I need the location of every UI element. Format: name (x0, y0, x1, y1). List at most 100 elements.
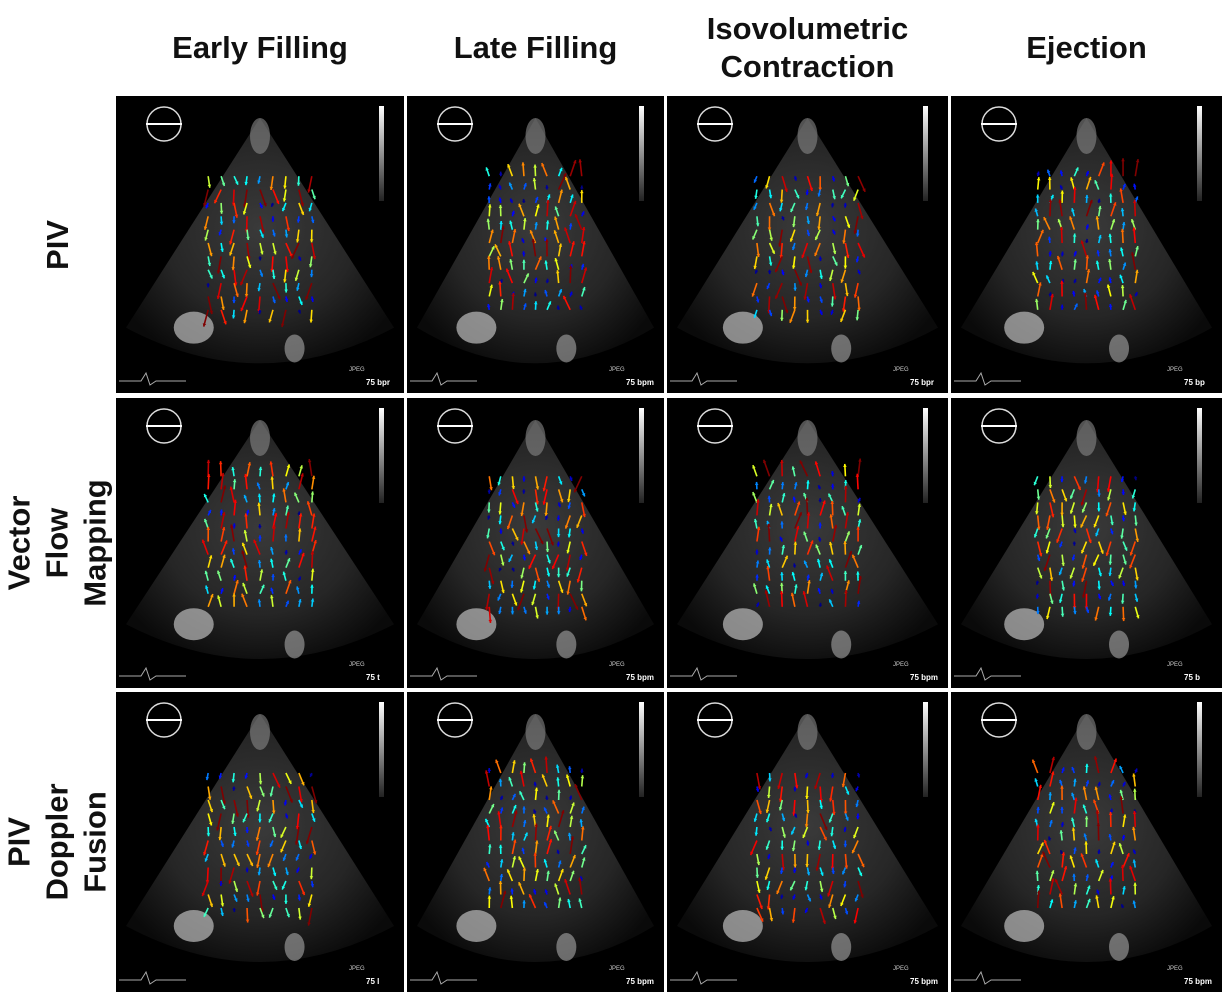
flow-arrow-head (833, 915, 837, 920)
flow-arrow-head (755, 560, 760, 564)
flow-arrow-head (755, 223, 760, 227)
flow-arrow-head (843, 204, 848, 208)
flow-arrow-head (808, 269, 813, 274)
flow-arrow-head (277, 295, 281, 300)
flow-arrow-head (522, 819, 527, 824)
column-header: Isovolumetric Contraction (706, 11, 909, 84)
flow-arrow-head (525, 273, 529, 277)
gray-scale-bar (379, 702, 384, 797)
flow-arrow-head (205, 204, 209, 209)
flow-arrow-head (257, 872, 262, 876)
flow-arrow-head (1101, 162, 1105, 166)
flow-arrow-head (275, 200, 280, 204)
flow-arrow-head (508, 182, 513, 186)
flow-arrow-head (1050, 870, 1055, 874)
flow-arrow-head (814, 785, 818, 789)
flow-arrow-head (510, 542, 515, 546)
flow-arrow-head (1123, 511, 1127, 515)
flow-arrow-head (1120, 904, 1125, 908)
flow-arrow-head (257, 493, 262, 497)
flow-arrow-head (1037, 526, 1041, 530)
flow-arrow-head (570, 194, 574, 198)
flow-arrow-head (1040, 842, 1044, 846)
flow-arrow-head (209, 903, 214, 907)
flow-arrow-head (1132, 773, 1136, 777)
flow-arrow-head (1060, 304, 1064, 308)
flow-arrow-head (286, 913, 290, 918)
flow-arrow-head (268, 914, 273, 918)
flow-arrow-head (298, 845, 303, 850)
flow-arrow-head (567, 898, 571, 903)
flow-arrow-head (815, 544, 819, 549)
flow-arrow-head (498, 844, 503, 848)
flow-arrow-head (1108, 303, 1113, 308)
flow-arrow-head (534, 277, 538, 281)
flow-arrow-head (541, 774, 546, 778)
flow-arrow-head (819, 805, 823, 809)
flow-arrow-head (818, 602, 823, 606)
flow-arrow-head (255, 837, 260, 841)
flow-arrow-head (846, 531, 850, 535)
flow-arrow-head (548, 839, 553, 843)
flow-arrow-head (535, 196, 539, 201)
flow-arrow-head (805, 795, 809, 800)
flow-arrow-head (1108, 233, 1112, 238)
flow-arrow-head (256, 482, 261, 486)
flow-arrow-head (840, 194, 845, 199)
flow-arrow-head (273, 513, 278, 517)
flow-arrow-head (830, 774, 835, 778)
flow-arrow-head (1049, 577, 1054, 581)
flow-arrow-head (522, 762, 527, 766)
flow-arrow-head (814, 252, 818, 257)
flow-arrow-head (229, 252, 233, 256)
flow-arrow-head (1093, 799, 1097, 804)
tissue (525, 420, 546, 456)
flow-arrow-head (809, 187, 813, 192)
tissue (250, 714, 270, 750)
flow-arrow-head (1085, 609, 1090, 613)
flow-arrow-head (269, 843, 273, 847)
flow-arrow-head (269, 558, 274, 563)
flow-arrow-head (852, 554, 856, 559)
flow-arrow-head (260, 234, 264, 238)
flow-arrow-head (1096, 822, 1101, 827)
flow-arrow-head (830, 303, 835, 307)
flow-arrow-head (1134, 768, 1138, 772)
flow-arrow-head (818, 536, 822, 541)
flow-arrow-head (1054, 879, 1059, 883)
flow-arrow-head (1093, 523, 1097, 528)
flow-arrow-head (1073, 778, 1077, 782)
flow-arrow-head (307, 903, 312, 907)
tissue (1109, 933, 1130, 961)
flow-arrow-head (814, 461, 819, 465)
flow-arrow-head (284, 534, 288, 538)
flow-arrow-head (1094, 617, 1098, 621)
flow-arrow-head (502, 890, 507, 895)
flow-arrow-head (1048, 260, 1053, 265)
flow-arrow-head (565, 567, 570, 571)
flow-arrow-head (572, 854, 576, 859)
flow-arrow-head (545, 220, 550, 224)
ecg-trace (670, 371, 737, 386)
flow-arrow-head (1132, 900, 1137, 904)
flow-arrow-head (1121, 617, 1126, 622)
flow-arrow-head (233, 832, 237, 836)
flow-arrow-head (560, 589, 564, 593)
flow-arrow-head (566, 573, 570, 577)
flow-arrow-head (250, 893, 254, 897)
flow-arrow-head (206, 284, 210, 288)
flow-arrow-head (261, 584, 265, 589)
flow-arrow-head (1034, 208, 1039, 212)
flow-arrow-head (567, 766, 572, 770)
flow-arrow-head (828, 493, 832, 498)
tissue (456, 910, 497, 942)
flow-arrow-head (767, 794, 771, 799)
flow-arrow-head (1050, 194, 1054, 199)
flow-arrow-head (1038, 552, 1043, 557)
flow-arrow-head (583, 845, 587, 849)
flow-arrow-head (765, 809, 770, 813)
flow-arrow-head (1122, 781, 1126, 786)
flow-arrow-head (1109, 160, 1113, 164)
flow-arrow-head (1130, 252, 1135, 256)
flow-arrow-head (309, 855, 313, 859)
